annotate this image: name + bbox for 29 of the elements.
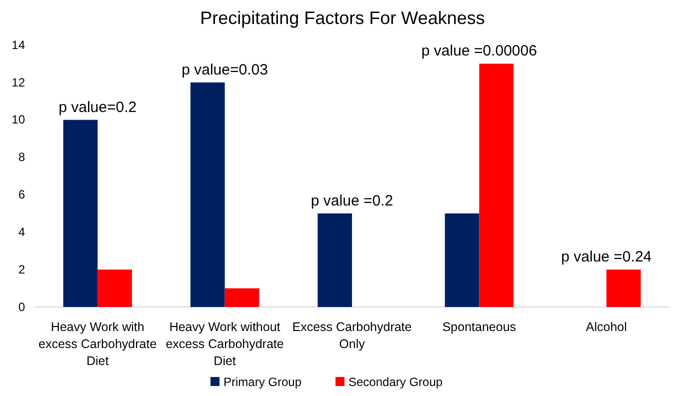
- bar: [318, 213, 352, 307]
- bar: [479, 64, 514, 307]
- y-tick-label: 6: [18, 188, 26, 202]
- bar: [98, 270, 132, 307]
- annotation: p value =0.2: [310, 192, 394, 210]
- bar: [63, 120, 98, 307]
- x-tick-label: Heavy Work with excess Carbohydrate Diet: [38, 320, 157, 368]
- y-tick-label: 14: [12, 38, 26, 52]
- bar: [444, 213, 480, 307]
- y-tick-label: 2: [18, 262, 26, 276]
- bar: [606, 270, 641, 307]
- legend-label: Primary Group: [224, 375, 302, 389]
- y-tick-label: 10: [12, 112, 26, 127]
- x-tick-label: Excess Carbohydrate Only: [292, 320, 412, 351]
- bar: [190, 82, 225, 307]
- bar: [224, 288, 260, 307]
- annotation: p value=0.03: [182, 61, 268, 78]
- annotation: p value=0.2: [58, 98, 137, 116]
- x-tick-label: Heavy Work without excess Carbohydrate Diet: [166, 320, 284, 368]
- annotation: p value =0.24: [561, 248, 652, 266]
- x-tick-label: Alcohol: [586, 320, 627, 334]
- x-tick-label: Spontaneous: [442, 320, 516, 334]
- y-tick-label: 8: [18, 150, 26, 164]
- chart-title: Precipitating Factors For Weakness: [200, 8, 485, 28]
- y-tick-label: 4: [18, 224, 26, 239]
- y-tick-label: 0: [18, 300, 26, 314]
- y-tick-label: 12: [12, 75, 26, 90]
- legend-label: Secondary Group: [348, 375, 443, 389]
- annotation: p value =0.00006: [421, 42, 537, 60]
